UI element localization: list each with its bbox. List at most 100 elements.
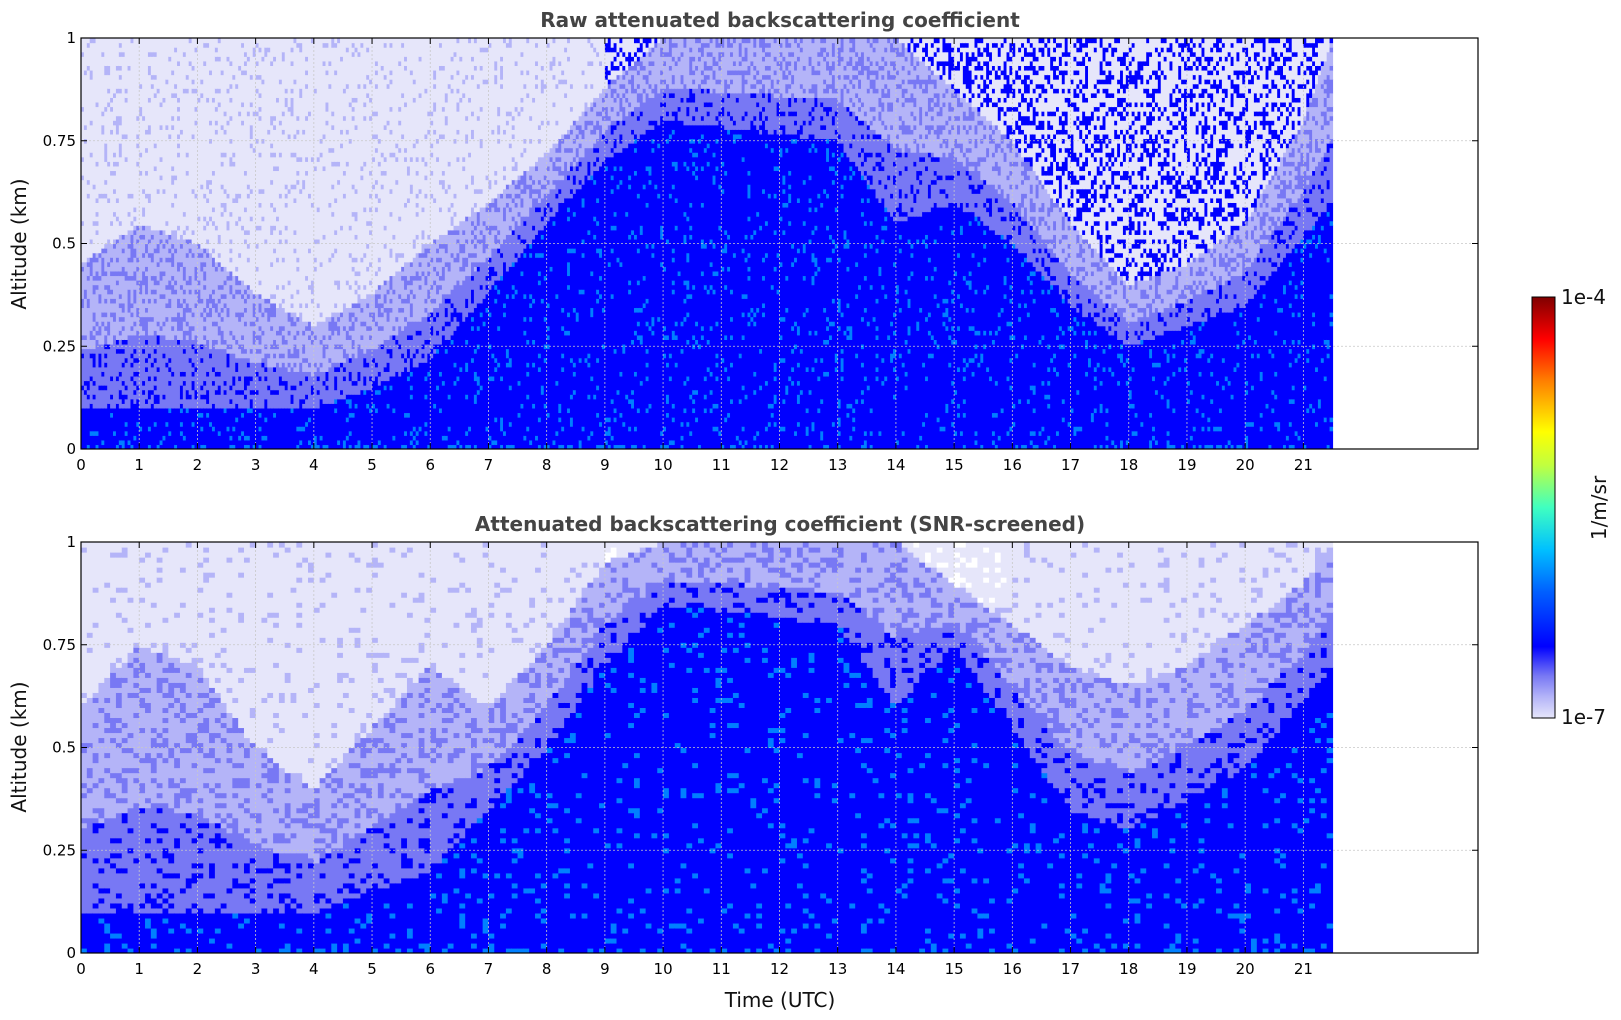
- heatmap-cell: [209, 353, 213, 359]
- heatmap-cell: [663, 83, 667, 89]
- heatmap-cell: [243, 357, 248, 377]
- heatmap-cell: [86, 307, 91, 350]
- heatmap-cell: [171, 339, 175, 372]
- heatmap-cell: [485, 312, 490, 427]
- heatmap-cell: [267, 47, 271, 53]
- heatmap-cell: [211, 248, 216, 254]
- heatmap-cell: [249, 398, 254, 409]
- heatmap-cell: [395, 371, 399, 449]
- heatmap-cell: [578, 38, 583, 117]
- heatmap-cell: [453, 143, 458, 194]
- heatmap-cell: [200, 394, 204, 400]
- heatmap-cell: [599, 275, 603, 281]
- heatmap-cell: [569, 133, 574, 149]
- heatmap-cell: [406, 334, 411, 340]
- heatmap-cell: [596, 111, 600, 117]
- heatmap-cell: [462, 257, 466, 272]
- heatmap-cell: [206, 412, 210, 418]
- heatmap-cell: [348, 143, 353, 226]
- heatmap-cell: [674, 325, 679, 336]
- heatmap-cell: [226, 353, 231, 368]
- heatmap-cell: [316, 375, 321, 382]
- heatmap-cell: [165, 261, 169, 286]
- heatmap-cell: [104, 111, 108, 144]
- heatmap-cell: [101, 389, 105, 409]
- heatmap-cell: [177, 229, 181, 240]
- heatmap-cell: [290, 394, 295, 404]
- heatmap-cell: [147, 193, 152, 203]
- heatmap-cell: [377, 371, 382, 377]
- heatmap-cell: [561, 330, 565, 354]
- heatmap-cell: [348, 257, 353, 286]
- heatmap-cell: [246, 385, 251, 409]
- heatmap-cell: [179, 243, 184, 249]
- heatmap-cell: [258, 444, 263, 449]
- heatmap-cell: [665, 403, 670, 414]
- heatmap-cell: [348, 225, 353, 231]
- heatmap-cell: [241, 120, 245, 126]
- heatmap-cell: [561, 175, 565, 181]
- heatmap-cell: [101, 133, 105, 194]
- heatmap-cell: [89, 339, 94, 350]
- heatmap-cell: [179, 403, 184, 409]
- heatmap-cell: [613, 51, 618, 57]
- heatmap-cell: [613, 412, 618, 418]
- heatmap-cell: [462, 234, 466, 245]
- heatmap-cell: [124, 398, 129, 409]
- heatmap-cell: [241, 229, 245, 281]
- heatmap-cell: [543, 188, 548, 194]
- heatmap-cell: [159, 293, 164, 299]
- heatmap-cell: [485, 202, 490, 208]
- heatmap-cell: [147, 243, 152, 254]
- heatmap-cell: [319, 439, 324, 449]
- heatmap-cell: [194, 280, 199, 290]
- heatmap-cell: [622, 65, 626, 71]
- heatmap-cell: [590, 270, 594, 277]
- heatmap-cell: [249, 124, 254, 140]
- heatmap-cell: [377, 343, 382, 372]
- heatmap-cell: [310, 334, 315, 340]
- heatmap-cell: [444, 261, 449, 267]
- heatmap-cell: [337, 38, 341, 44]
- heatmap-cell: [500, 60, 504, 66]
- heatmap-cell: [415, 444, 420, 449]
- heatmap-cell: [211, 430, 216, 449]
- heatmap-cell: [206, 38, 210, 44]
- heatmap-cell: [89, 380, 94, 404]
- heatmap-cell: [654, 188, 658, 449]
- heatmap-cell: [503, 302, 507, 309]
- heatmap-cell: [255, 334, 260, 340]
- heatmap-cell: [479, 38, 484, 48]
- heatmap-cell: [206, 316, 210, 340]
- heatmap-cell: [412, 248, 417, 258]
- heatmap-cell: [459, 60, 463, 98]
- heatmap-cell: [220, 298, 225, 309]
- heatmap-cell: [185, 152, 190, 158]
- heatmap-cell: [264, 371, 268, 377]
- heatmap-cell: [436, 348, 440, 354]
- heatmap-cell: [127, 312, 132, 336]
- heatmap-cell: [331, 334, 335, 363]
- heatmap-cell: [369, 389, 373, 409]
- heatmap-cell: [663, 88, 667, 94]
- heatmap-cell: [601, 106, 606, 112]
- heatmap-cell: [374, 325, 379, 350]
- heatmap-cell: [409, 394, 414, 400]
- heatmap-cell: [587, 120, 591, 126]
- heatmap-cell: [261, 83, 265, 140]
- heatmap-cell: [415, 321, 420, 331]
- heatmap-cell: [482, 79, 487, 85]
- heatmap-cell: [427, 234, 431, 240]
- heatmap-cell: [246, 289, 251, 295]
- heatmap-cell: [500, 375, 504, 382]
- heatmap-cell: [549, 156, 554, 162]
- heatmap-cell: [293, 229, 297, 235]
- heatmap-cell: [645, 248, 650, 299]
- heatmap-cell: [590, 307, 594, 318]
- heatmap-cell: [532, 339, 536, 345]
- heatmap-cell: [171, 284, 175, 295]
- heatmap-cell: [203, 321, 207, 327]
- heatmap-cell: [305, 371, 309, 377]
- heatmap-cell: [118, 407, 123, 441]
- heatmap-cell: [328, 339, 332, 359]
